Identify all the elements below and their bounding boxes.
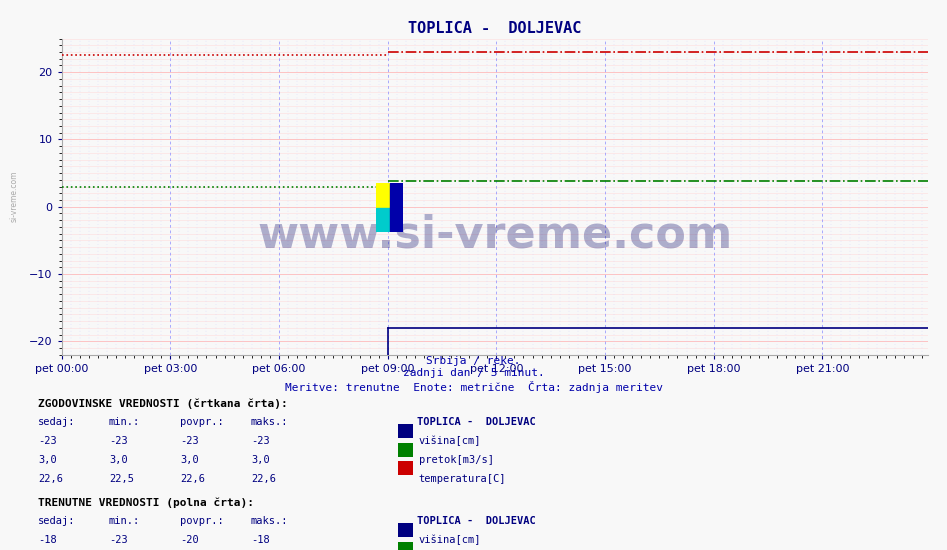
Text: si-vreme.com: si-vreme.com <box>9 171 18 222</box>
Text: min.:: min.: <box>109 417 140 427</box>
Text: -23: -23 <box>38 436 57 446</box>
Text: višina[cm]: višina[cm] <box>419 436 481 447</box>
Bar <box>389 183 402 233</box>
Text: 3,0: 3,0 <box>251 455 270 465</box>
Text: povpr.:: povpr.: <box>180 516 223 526</box>
Text: Srbija / reke.: Srbija / reke. <box>426 356 521 366</box>
Text: 22,6: 22,6 <box>251 474 276 483</box>
Text: 22,6: 22,6 <box>180 474 205 483</box>
Text: Meritve: trenutne  Enote: metrične  Črta: zadnja meritev: Meritve: trenutne Enote: metrične Črta: … <box>284 381 663 393</box>
Text: TOPLICA -  DOLJEVAC: TOPLICA - DOLJEVAC <box>417 516 535 526</box>
Text: min.:: min.: <box>109 516 140 526</box>
Text: TRENUTNE VREDNOSTI (polna črta):: TRENUTNE VREDNOSTI (polna črta): <box>38 498 254 508</box>
Text: -23: -23 <box>109 535 128 545</box>
Text: -23: -23 <box>180 436 199 446</box>
Text: -23: -23 <box>109 436 128 446</box>
Text: 22,5: 22,5 <box>109 474 134 483</box>
Text: 3,0: 3,0 <box>38 455 57 465</box>
Bar <box>376 183 389 208</box>
Text: zadnji dan / 5 minut.: zadnji dan / 5 minut. <box>402 368 545 378</box>
Text: temperatura[C]: temperatura[C] <box>419 474 506 483</box>
Text: višina[cm]: višina[cm] <box>419 535 481 546</box>
Text: 3,0: 3,0 <box>180 455 199 465</box>
Text: sedaj:: sedaj: <box>38 516 76 526</box>
Text: pretok[m3/s]: pretok[m3/s] <box>419 455 493 465</box>
Text: maks.:: maks.: <box>251 417 289 427</box>
Text: 22,6: 22,6 <box>38 474 63 483</box>
Text: -18: -18 <box>251 535 270 545</box>
Text: povpr.:: povpr.: <box>180 417 223 427</box>
Text: www.si-vreme.com: www.si-vreme.com <box>258 213 732 256</box>
Text: sedaj:: sedaj: <box>38 417 76 427</box>
Text: -18: -18 <box>38 535 57 545</box>
Text: 3,0: 3,0 <box>109 455 128 465</box>
Bar <box>376 208 389 233</box>
Text: ZGODOVINSKE VREDNOSTI (črtkana črta):: ZGODOVINSKE VREDNOSTI (črtkana črta): <box>38 399 288 409</box>
Text: -20: -20 <box>180 535 199 545</box>
Text: maks.:: maks.: <box>251 516 289 526</box>
Text: TOPLICA -  DOLJEVAC: TOPLICA - DOLJEVAC <box>417 417 535 427</box>
Text: -23: -23 <box>251 436 270 446</box>
Title: TOPLICA -  DOLJEVAC: TOPLICA - DOLJEVAC <box>408 21 581 36</box>
